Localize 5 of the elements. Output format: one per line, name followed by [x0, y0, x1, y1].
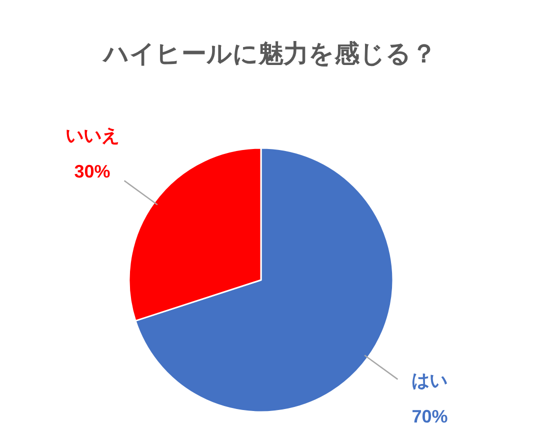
chart-title: ハイヒールに魅力を感じる？ — [102, 40, 436, 68]
data-label: 70% — [412, 406, 448, 427]
slice-label: いいえ — [65, 125, 120, 146]
slice-label: はい — [412, 370, 448, 391]
data-label: 30% — [74, 161, 110, 182]
